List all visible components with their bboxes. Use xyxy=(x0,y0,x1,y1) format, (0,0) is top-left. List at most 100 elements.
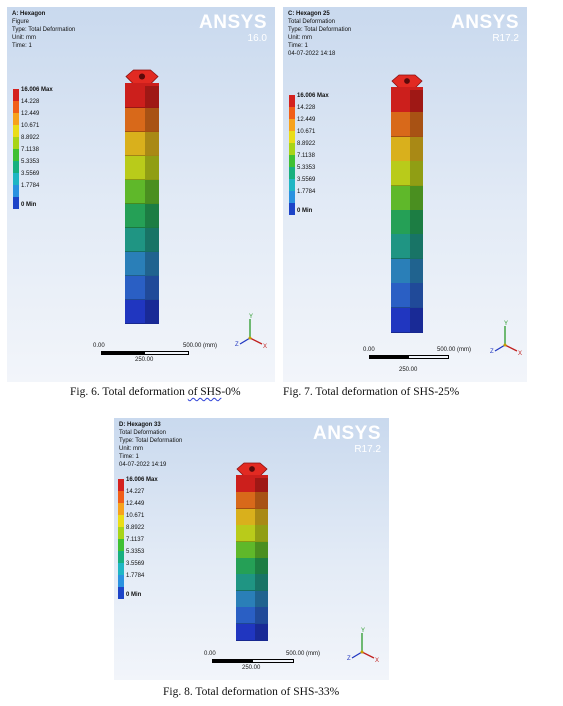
column-segment xyxy=(125,252,159,276)
column-segment xyxy=(391,136,423,162)
legend-swatch xyxy=(289,119,295,131)
z-axis-label: Z xyxy=(490,349,494,355)
column-segment xyxy=(236,541,268,559)
legend-swatch xyxy=(289,143,295,155)
figure-6-caption: Fig. 6. Total deformation of SHS-0% xyxy=(70,386,241,398)
figure-6-info-line: Unit: mm xyxy=(12,35,36,41)
figure-6-scale-bar: 0.00 500.00 (mm) 250.00 xyxy=(93,343,223,367)
legend-label: 3.5569 xyxy=(126,561,145,567)
figure-8-info: D: Hexagon 33 Total Deformation Type: To… xyxy=(119,421,182,469)
legend-swatch xyxy=(289,95,295,107)
figure-7-caption: Fig. 7. Total deformation of SHS-25% xyxy=(283,386,460,398)
figure-8-ansys-logo: ANSYS R17.2 xyxy=(313,424,381,456)
column-segment xyxy=(125,132,159,156)
legend-label: 14.227 xyxy=(126,489,145,495)
legend-swatch xyxy=(289,131,295,143)
figure-7-axis-triad: Y X Z xyxy=(487,319,527,359)
figure-6-color-legend: 16.006 Max 14.228 12.449 10.671 8.8922 7.1138… xyxy=(13,87,73,211)
column-segment xyxy=(236,558,268,575)
scale-end-label: 500.00 (mm) xyxy=(286,651,321,657)
column-segment xyxy=(236,508,268,526)
legend-label: 16.006 Max xyxy=(21,87,53,93)
column-segment xyxy=(125,84,159,108)
figure-7-info-line: Type: Total Deformation xyxy=(288,27,352,33)
figure-8-info-line: Time: 1 xyxy=(119,454,139,460)
legend-swatch xyxy=(118,491,124,503)
figure-6-axis-triad: Y X Z xyxy=(232,312,272,352)
scale-mid-label: 250.00 xyxy=(242,665,261,671)
figure-7-hexagon-column xyxy=(391,74,423,333)
column-segment xyxy=(125,300,159,324)
legend-label: 3.5569 xyxy=(21,171,40,177)
figure-6-info-line: Time: 1 xyxy=(12,43,32,49)
legend-label: 1.7784 xyxy=(297,189,316,195)
legend-swatch xyxy=(13,89,19,101)
figure-7-info-line: Total Deformation xyxy=(288,19,336,25)
legend-swatch xyxy=(118,575,124,587)
x-axis-label: X xyxy=(518,351,522,357)
x-axis-label: X xyxy=(375,658,379,664)
figure-7-panel: C: Hexagon 25 Total Deformation Type: To… xyxy=(283,7,527,382)
column-segment xyxy=(391,161,423,187)
caption-text: Fig. 6. Total deformation xyxy=(70,386,188,398)
column-cap-edge xyxy=(125,83,159,86)
figure-8-info-line: 04-07-2022 14:19 xyxy=(119,462,167,468)
column-top-cap xyxy=(391,74,423,89)
legend-swatch xyxy=(13,113,19,125)
legend-label: 12.449 xyxy=(126,501,145,507)
legend-label: 0 Min xyxy=(21,202,37,208)
z-axis-label: Z xyxy=(347,656,351,662)
legend-label: 8.8922 xyxy=(297,141,316,147)
legend-label: 14.228 xyxy=(297,105,316,111)
legend-swatch xyxy=(13,197,19,209)
figure-8-info-line: Total Deformation xyxy=(119,430,167,436)
legend-label: 16.006 Max xyxy=(126,477,158,483)
x-axis-label: X xyxy=(263,344,267,350)
legend-swatch xyxy=(118,503,124,515)
legend-label: 3.5569 xyxy=(297,177,316,183)
scale-end-label: 500.00 (mm) xyxy=(183,343,218,349)
caption-text: -0% xyxy=(221,386,241,398)
legend-swatch xyxy=(118,527,124,539)
column-segment xyxy=(391,234,423,260)
legend-label: 8.8922 xyxy=(21,135,40,141)
ansys-logo-name: ANSYS xyxy=(451,12,519,33)
figure-7-title: C: Hexagon 25 xyxy=(288,11,330,17)
column-cap-edge xyxy=(236,475,268,478)
column-segment xyxy=(391,210,423,235)
legend-swatch xyxy=(118,587,124,599)
legend-label: 10.671 xyxy=(126,513,145,519)
column-segment xyxy=(236,492,268,510)
scale-bar-graphic xyxy=(101,351,189,355)
legend-label: 7.1137 xyxy=(126,537,144,543)
legend-label: 10.671 xyxy=(21,123,40,129)
column-segment xyxy=(391,283,423,309)
caption-underlined-text: of SHS xyxy=(187,386,222,398)
column-segment xyxy=(391,88,423,113)
figure-8-info-line: Unit: mm xyxy=(119,446,143,452)
scale-end-label: 500.00 (mm) xyxy=(437,347,472,353)
figure-8-color-legend: 16.006 Max 14.227 12.449 10.671 8.8922 7.1137… xyxy=(118,477,178,601)
column-segment xyxy=(125,156,159,180)
column-segment xyxy=(236,476,268,493)
figure-8-hexagon-column xyxy=(236,462,268,641)
column-segment xyxy=(125,108,159,132)
figure-8-info-line: Type: Total Deformation xyxy=(119,438,183,444)
figure-8-caption: Fig. 8. Total deformation of SHS-33% xyxy=(163,686,340,698)
legend-label: 12.449 xyxy=(297,117,316,123)
legend-swatch xyxy=(13,149,19,161)
figure-6-info-line: Type: Total Deformation xyxy=(12,27,76,33)
column-segment xyxy=(236,607,268,625)
figure-7-info-line: Unit: mm xyxy=(288,35,312,41)
figure-7-info-line: 04-07-2022 14:18 xyxy=(288,51,336,57)
scale-start-label: 0.00 xyxy=(363,347,375,353)
figure-7-ansys-logo: ANSYS R17.2 xyxy=(451,13,519,45)
scale-mid-label: 250.00 xyxy=(135,357,154,363)
column-segment xyxy=(125,228,159,252)
column-segment xyxy=(125,180,159,204)
legend-swatch xyxy=(118,551,124,563)
legend-swatch xyxy=(118,479,124,491)
figure-7-color-legend: 16.006 Max 14.228 12.449 10.671 8.8922 7.1138… xyxy=(289,93,349,217)
legend-swatch xyxy=(118,515,124,527)
figure-8-axis-triad: Y X Z xyxy=(344,626,384,666)
